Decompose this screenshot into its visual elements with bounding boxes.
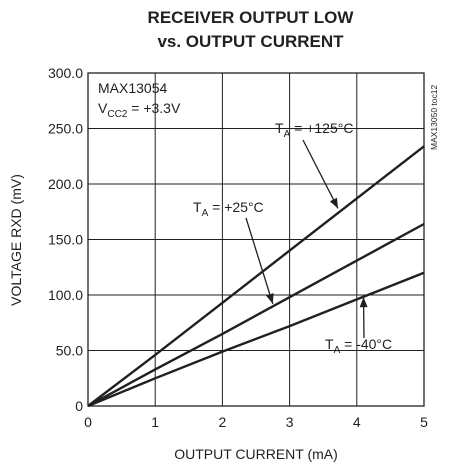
series-line-25c (87, 222, 425, 408)
y-tick-label: 300.0 (48, 65, 83, 81)
y-tick-label: 0 (75, 398, 83, 414)
plot-frame (87, 72, 425, 407)
y-tick-label: 250.0 (48, 121, 83, 137)
grid (88, 73, 424, 406)
chart-title-line1: RECEIVER OUTPUT LOW (147, 8, 354, 27)
y-tick-label: 50.0 (56, 343, 83, 359)
x-tick-labels: 0 1 2 3 4 5 (84, 414, 428, 430)
series-line-125c (87, 145, 425, 407)
y-tick-labels: 0 50.0 100.0 150.0 200.0 250.0 300.0 (48, 65, 83, 414)
callout-arrows (245, 139, 368, 339)
series-label-minus40c: TA = -40°C (325, 336, 392, 356)
figure-id-label: MAX13050 toc12 (429, 85, 439, 150)
arrow-125c (302, 139, 339, 209)
vcc-annotation: VCC2 = +3.3V (98, 100, 181, 120)
x-tick-label: 1 (151, 414, 159, 430)
series-lines (87, 145, 425, 408)
x-tick-label: 3 (286, 414, 294, 430)
x-tick-label: 2 (219, 414, 227, 430)
x-tick-label: 4 (353, 414, 361, 430)
series-label-125c: TA = +125°C (275, 120, 353, 140)
series-line-minus40c (87, 271, 425, 408)
series-label-25c: TA = +25°C (193, 199, 264, 219)
chart-title-line2: vs. OUTPUT CURRENT (157, 32, 344, 51)
arrow-125c-head (329, 197, 338, 209)
x-tick-label: 5 (420, 414, 428, 430)
y-axis-label: VOLTAGE RXD (mV) (8, 174, 24, 306)
arrow-minus40c-head (359, 297, 368, 308)
y-tick-label: 100.0 (48, 287, 83, 303)
x-axis-label: OUTPUT CURRENT (mA) (174, 446, 338, 462)
y-tick-label: 150.0 (48, 232, 83, 248)
arrow-25c (245, 217, 274, 305)
y-tick-label: 200.0 (48, 176, 83, 192)
x-tick-label: 0 (84, 414, 92, 430)
arrow-25c-head (266, 293, 274, 304)
part-number-label: MAX13054 (98, 80, 167, 96)
